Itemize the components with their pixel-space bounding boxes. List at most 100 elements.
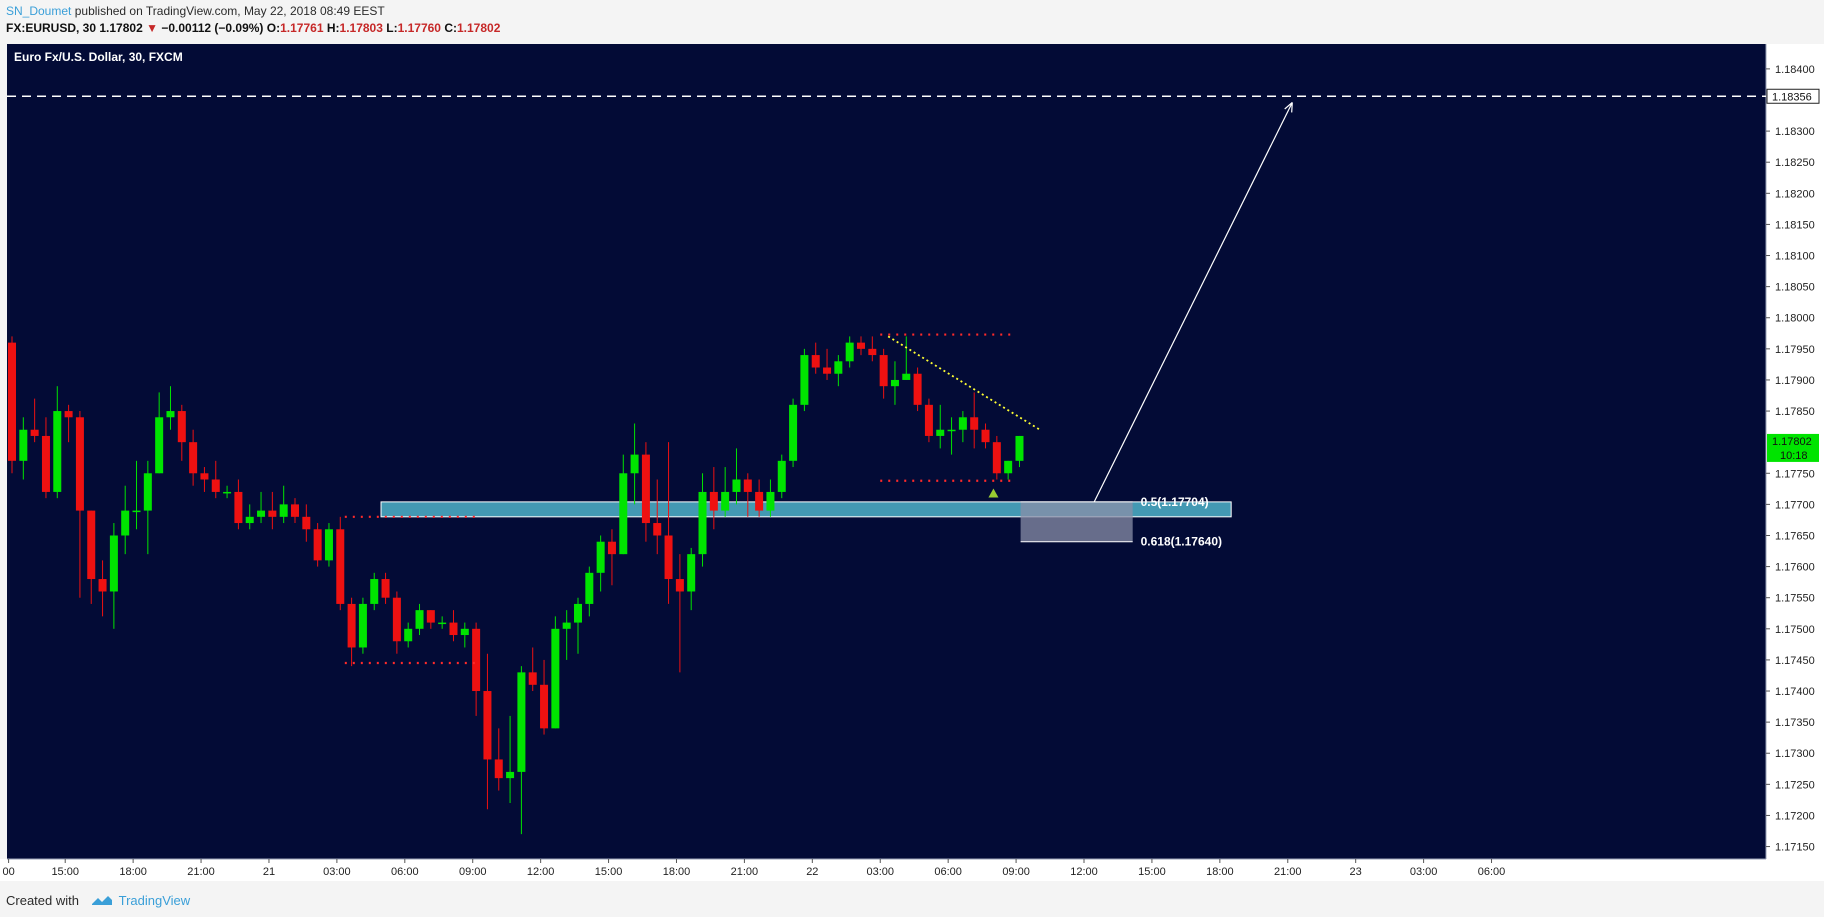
time-tick-label: 21 (263, 866, 275, 878)
candle-body (415, 610, 424, 629)
open-value: 1.17761 (280, 21, 324, 35)
time-tick-label: 09:00 (1002, 866, 1030, 878)
candle (528, 647, 537, 692)
candle (834, 355, 843, 387)
candle-body (87, 510, 96, 580)
time-tick-label: 03:00 (1410, 866, 1438, 878)
candle-body (324, 529, 333, 561)
price-tick-label: 1.18150 (1775, 219, 1815, 231)
candle (223, 485, 232, 499)
candle-body (834, 361, 843, 374)
candle-body (721, 491, 730, 511)
candle-body (743, 479, 752, 492)
price-tick-label: 1.17900 (1775, 375, 1815, 387)
candle (336, 516, 345, 611)
candle (324, 523, 333, 567)
candle-body (143, 473, 152, 511)
time-tick-label: 12:00 (1070, 866, 1098, 878)
candle-body (585, 572, 594, 604)
plot-background (7, 44, 1766, 859)
candle (268, 491, 277, 530)
candle-body (53, 411, 62, 492)
candle (472, 622, 481, 716)
candle (166, 386, 175, 430)
candle-body (970, 417, 979, 430)
candle-body (109, 535, 118, 592)
candle-body (540, 684, 549, 729)
candle-body (517, 672, 526, 772)
candle-body (472, 628, 481, 692)
candle (596, 535, 605, 592)
candle (53, 386, 62, 499)
price-tick-label: 1.17150 (1775, 842, 1815, 854)
candle-body (75, 417, 84, 511)
arrow-head-icon (1284, 102, 1293, 113)
candle-body (630, 454, 639, 474)
candle-body (641, 454, 650, 524)
projection-arrow (1093, 102, 1293, 503)
candle (562, 610, 571, 660)
candle-body (245, 516, 254, 524)
candle (200, 467, 209, 492)
candle-body (755, 491, 764, 511)
candle (766, 479, 775, 517)
candle-body (121, 510, 130, 536)
target-tag-box (1766, 88, 1820, 104)
change-value: −0.00112 (−0.09%) (161, 21, 264, 35)
chart-area[interactable]: 0.5(1.17704) 0.618(1.17640) 1.18400 1.1830… (0, 44, 1824, 884)
candle (291, 498, 299, 524)
candle-body (494, 759, 503, 779)
candle (302, 504, 311, 542)
candle-body (766, 491, 775, 511)
candle-body (992, 442, 1001, 474)
candle (98, 560, 107, 617)
candle (8, 336, 16, 474)
candle (30, 398, 39, 443)
candle-body (189, 442, 198, 474)
candle-body (449, 622, 458, 636)
close-label: C: (444, 21, 457, 35)
tradingview-link[interactable]: TradingView (118, 893, 191, 908)
candle-body (30, 429, 39, 436)
author-link[interactable]: SN_Doumet (6, 4, 72, 18)
price-tick-label: 1.17700 (1775, 499, 1815, 511)
candle-body (857, 342, 865, 349)
chart-title: Euro Fx/U.S. Dollar, 30, FXCM (14, 50, 183, 64)
candle (743, 473, 752, 517)
candle (823, 348, 832, 380)
candle-body (913, 373, 922, 405)
candle (811, 342, 820, 374)
candle (721, 467, 730, 517)
candle (245, 504, 254, 530)
candle (755, 479, 764, 517)
close-value: 1.17802 (457, 21, 501, 35)
candle-body (607, 541, 616, 555)
price-tick-label: 1.17750 (1775, 468, 1815, 480)
created-with-text: Created with (6, 893, 79, 908)
time-tick-label: 15:00 (1138, 866, 1166, 878)
price-tick-label: 1.17500 (1775, 624, 1815, 636)
candle (404, 622, 413, 648)
candle (358, 597, 367, 654)
time-tick-label: 03:00 (323, 866, 351, 878)
candle (234, 479, 243, 530)
candle (426, 610, 435, 629)
time-tick-label: 06:00 (391, 866, 419, 878)
price-tick-label: 1.17300 (1775, 748, 1815, 760)
candle-body (551, 628, 560, 729)
candle-body (924, 404, 933, 436)
candle-body (506, 771, 515, 779)
candle (132, 460, 141, 530)
candle (177, 404, 186, 461)
price-tick-label: 1.17350 (1775, 717, 1815, 729)
candlestick-chart[interactable]: 0.5(1.17704) 0.618(1.17640) 1.18400 1.1830… (0, 44, 1824, 884)
candle-body (1004, 460, 1013, 474)
candle-body (596, 541, 605, 573)
current-price-tag: 1.17802 10:18 (1767, 433, 1819, 462)
candle-body (268, 510, 277, 517)
candle (653, 479, 662, 555)
candle-body (291, 504, 299, 517)
candle (630, 423, 639, 505)
candle-body (845, 342, 854, 362)
candle-body (981, 429, 990, 443)
